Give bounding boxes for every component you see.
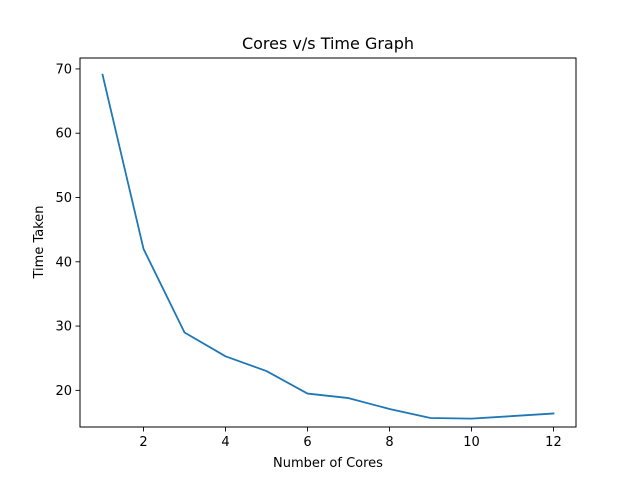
chart-title: Cores v/s Time Graph bbox=[242, 34, 414, 53]
plot-frame bbox=[79, 57, 577, 428]
x-tick-label: 10 bbox=[463, 435, 480, 450]
x-tick-label: 8 bbox=[385, 435, 393, 450]
y-tick-label: 40 bbox=[55, 255, 72, 270]
x-tick-label: 2 bbox=[139, 435, 147, 450]
y-axis-ticks: 20 30 40 50 60 70 bbox=[55, 62, 80, 399]
y-tick-label: 70 bbox=[55, 62, 72, 77]
x-tick-label: 12 bbox=[545, 435, 562, 450]
y-tick-label: 60 bbox=[55, 127, 72, 142]
x-axis-ticks: 2 4 6 8 10 12 bbox=[139, 427, 562, 450]
series-line bbox=[101, 73, 555, 420]
y-tick-label: 30 bbox=[55, 320, 72, 335]
x-axis-label: Number of Cores bbox=[273, 456, 383, 471]
y-tick-label: 50 bbox=[55, 191, 72, 206]
x-tick-label: 4 bbox=[221, 435, 229, 450]
plot-area bbox=[101, 73, 555, 420]
x-tick-label: 6 bbox=[303, 435, 311, 450]
y-axis-label: Time Taken bbox=[32, 205, 47, 279]
y-tick-label: 20 bbox=[55, 384, 72, 399]
